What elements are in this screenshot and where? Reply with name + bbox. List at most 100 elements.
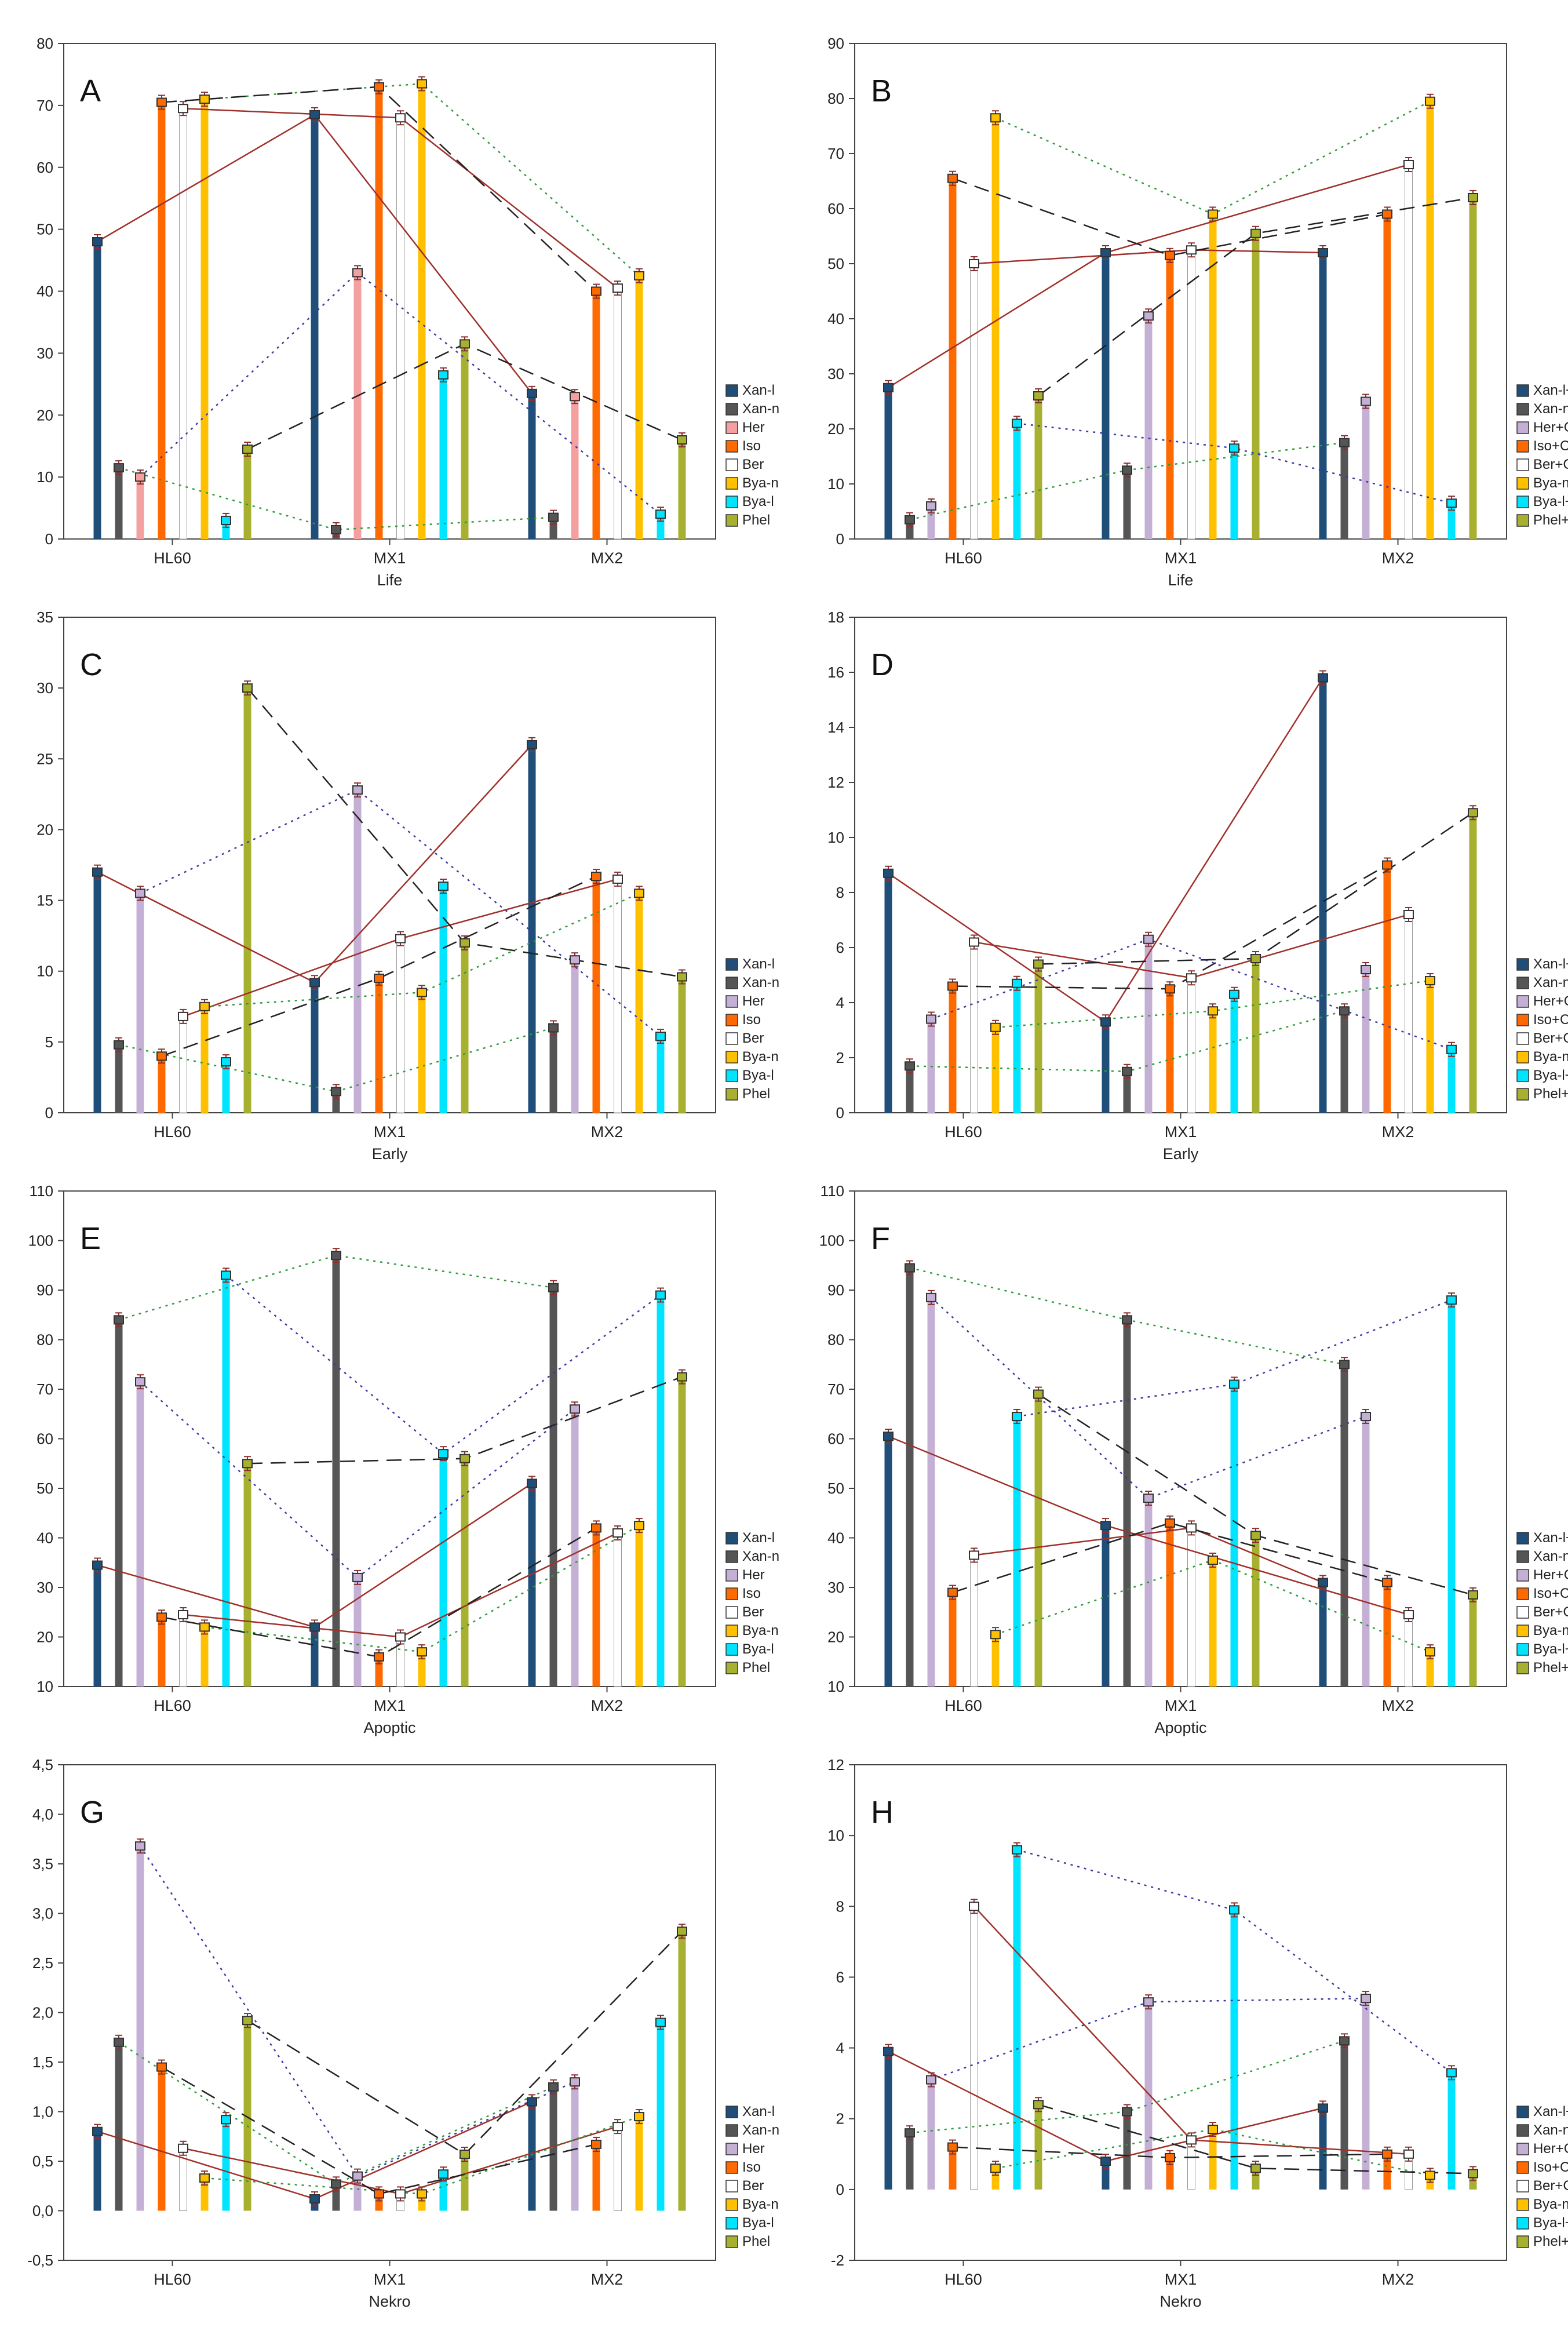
y-tick-label: 0 [45,530,53,548]
data-marker [242,683,253,693]
bar-phel [243,449,251,539]
legend-swatch [725,1569,738,1582]
bar-iso-plus-c [1166,989,1174,1113]
bar-xan-n-plus-c [1340,2041,1348,2190]
plot-area [63,43,716,540]
y-tick-label: 0 [836,530,844,548]
data-marker [395,934,406,944]
legend-swatch [1516,1051,1529,1063]
bar-bya-n [635,893,643,1113]
legend-swatch [725,1643,738,1656]
legend-swatch [1516,2106,1529,2118]
legend-label: Ber [742,1604,764,1620]
bar-iso-plus-c [949,2147,957,2190]
data-marker [1382,209,1392,219]
series-line [140,271,661,515]
y-tick-label: 60 [37,1430,53,1448]
bar-phel [678,1931,686,2211]
data-marker [92,237,103,246]
data-marker [883,868,894,878]
legend-swatch [725,2217,738,2230]
bar-bya-l-plus-c [1230,1384,1238,1687]
bar-her [353,790,362,1113]
y-tick-label: 12 [827,1756,844,1773]
legend-label: Ber+C [1533,457,1568,472]
bar-her-plus-c [1144,316,1153,539]
x-tick-label: HL60 [945,1697,982,1714]
data-marker [1033,391,1044,400]
legend-label: Bya-l [742,1641,774,1657]
panel-letter: G [80,1795,104,1830]
legend-label: Xan-n+C [1533,2122,1568,2138]
legend-label: Bya-n [742,1049,779,1065]
y-tick-label: 80 [37,35,53,52]
x-axis-label: Nekro [369,2293,410,2310]
data-marker [905,515,915,525]
data-marker [612,1528,623,1538]
y-tick-label: 40 [827,1529,844,1547]
y-tick-label: 60 [827,1430,844,1448]
bar-bya-l-plus-c [1013,983,1021,1113]
x-tick-label: MX1 [1165,1123,1197,1141]
data-marker [655,1290,666,1300]
legend-label: Xan-n [742,2122,779,2138]
y-tick-label: 2,5 [32,1954,53,1972]
data-marker [612,874,623,884]
legend-label: Iso [742,1586,761,1601]
legend-swatch [725,440,738,453]
bar-xan-n-plus-c [906,519,914,539]
data-marker [1208,1006,1218,1016]
bar-phel [461,942,469,1113]
data-marker [1208,209,1218,219]
bar-her [136,1382,144,1687]
legend-label: Xan-n+C [1533,401,1568,417]
y-tick-label: 80 [37,1331,53,1349]
y-tick-label: 100 [819,1232,844,1250]
bar-xan-n [549,517,557,539]
bar-xan-n-plus-c [1123,470,1131,539]
legend-label: Xan-n [742,1549,779,1564]
data-marker [1318,673,1328,683]
y-tick-label: 20 [37,406,53,424]
legend-label: Ber+C [1533,2178,1568,2194]
data-marker [612,2122,623,2132]
data-marker [527,2097,537,2107]
y-tick-label: 50 [37,221,53,238]
legend-swatch [725,995,738,1008]
data-marker [331,2179,341,2189]
bar-ber [614,1532,622,1687]
bar-iso-plus-c [1383,214,1391,539]
x-tick-label: HL60 [945,1123,982,1141]
y-tick-label: 80 [827,90,844,107]
legend-label: Xan-l [742,383,775,398]
legend-swatch [725,421,738,434]
panel-e: 10 20 30 40 50 60 70 80 90 100 110 HL60 MX1 MX2 Apopti… [28,1182,779,1736]
legend-label: Phel+C [1533,1086,1568,1102]
data-marker [395,1632,406,1642]
legend-label: Bya-n+C [1533,475,1568,491]
y-tick-label: 16 [827,664,844,681]
data-marker [1033,2100,1044,2110]
y-tick-label: 25 [37,750,53,767]
legend-label: Iso+C [1533,1012,1568,1028]
bar-her [571,1409,579,1687]
bar-ber [179,1016,187,1113]
legend-label: Ber [742,2178,764,2194]
plot-area [854,1764,1507,2261]
bar-xan-n [115,2042,123,2211]
bar-phel-plus-c [1469,1594,1477,1687]
data-marker [1143,934,1154,944]
data-marker [199,1622,210,1632]
panel-letter: A [80,74,101,108]
data-marker [570,392,580,402]
data-marker [242,1459,253,1469]
bar-bya-l [222,520,230,539]
data-marker [926,1014,936,1024]
data-marker [527,1478,537,1488]
data-marker [612,283,623,293]
legend-swatch [1516,1014,1529,1026]
bar-xan-n-plus-c [1123,1071,1131,1113]
x-tick-label: MX1 [374,1123,406,1141]
data-marker [374,1652,384,1662]
x-tick-label: MX2 [591,2271,623,2288]
